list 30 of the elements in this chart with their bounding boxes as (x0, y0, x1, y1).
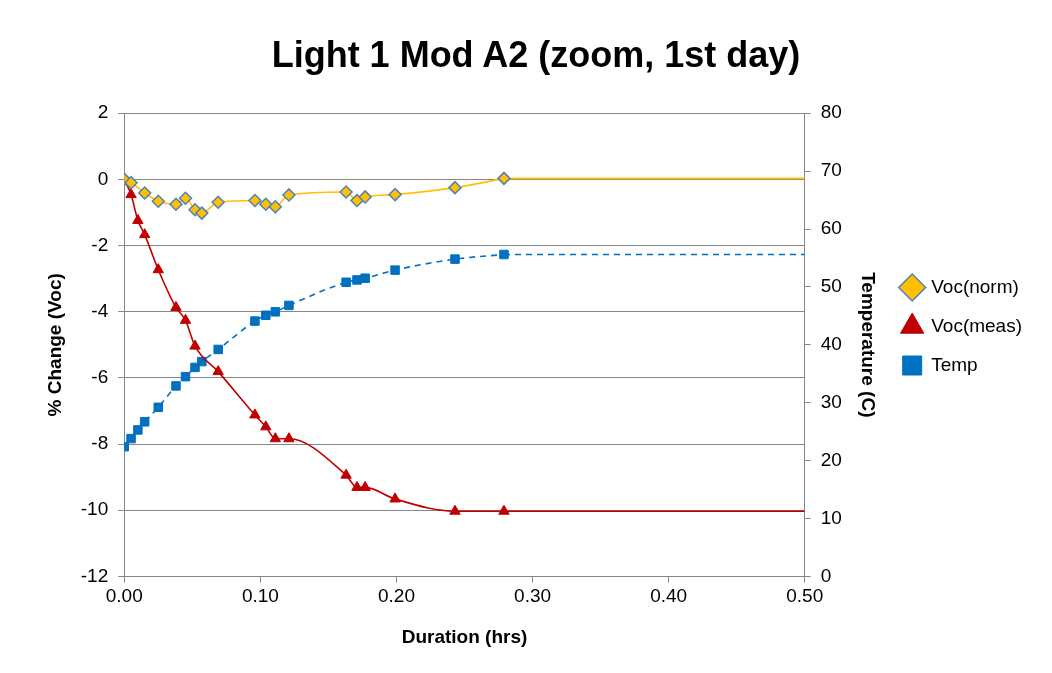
legend-label: Voc(meas) (931, 314, 1023, 336)
y2-tick-label: 20 (820, 448, 842, 470)
y-tick-label: 0 (97, 167, 109, 189)
x-tick-label: 0.00 (105, 585, 143, 607)
y2-tick-label: 10 (820, 506, 842, 528)
x-tick-label: 0.50 (786, 585, 824, 607)
y2-tick-label: 30 (820, 390, 842, 412)
x-axis-title: Duration (hrs) (401, 625, 528, 647)
y-tick-label: 2 (97, 101, 109, 123)
y2-tick-label: 50 (820, 275, 842, 297)
x-tick-label: 0.40 (650, 585, 688, 607)
y2-tick-label: 60 (820, 217, 842, 239)
chart-title: Light 1 Mod A2 (zoom, 1st day) (271, 33, 801, 75)
y2-tick-label: 40 (820, 333, 842, 355)
y-axis-title: % Change (Voc) (43, 273, 65, 417)
x-tick-label: 0.30 (514, 585, 552, 607)
y-tick-label: -6 (91, 366, 109, 388)
legend-label: Temp (931, 353, 978, 375)
y2-tick-label: 0 (820, 564, 832, 586)
legend-label: Voc(norm) (931, 275, 1019, 297)
x-tick-label: 0.10 (241, 585, 279, 607)
y-tick-label: -8 (91, 432, 109, 454)
y-tick-label: -4 (91, 299, 109, 321)
y2-tick-label: 70 (820, 159, 842, 181)
x-tick-label: 0.20 (377, 585, 415, 607)
y2-tick-label: 80 (820, 101, 842, 123)
y2-axis-title: Temperature (C) (858, 272, 880, 418)
y-tick-label: -2 (91, 233, 109, 255)
y-tick-label: -10 (80, 498, 109, 520)
y-tick-label: -12 (80, 564, 109, 586)
